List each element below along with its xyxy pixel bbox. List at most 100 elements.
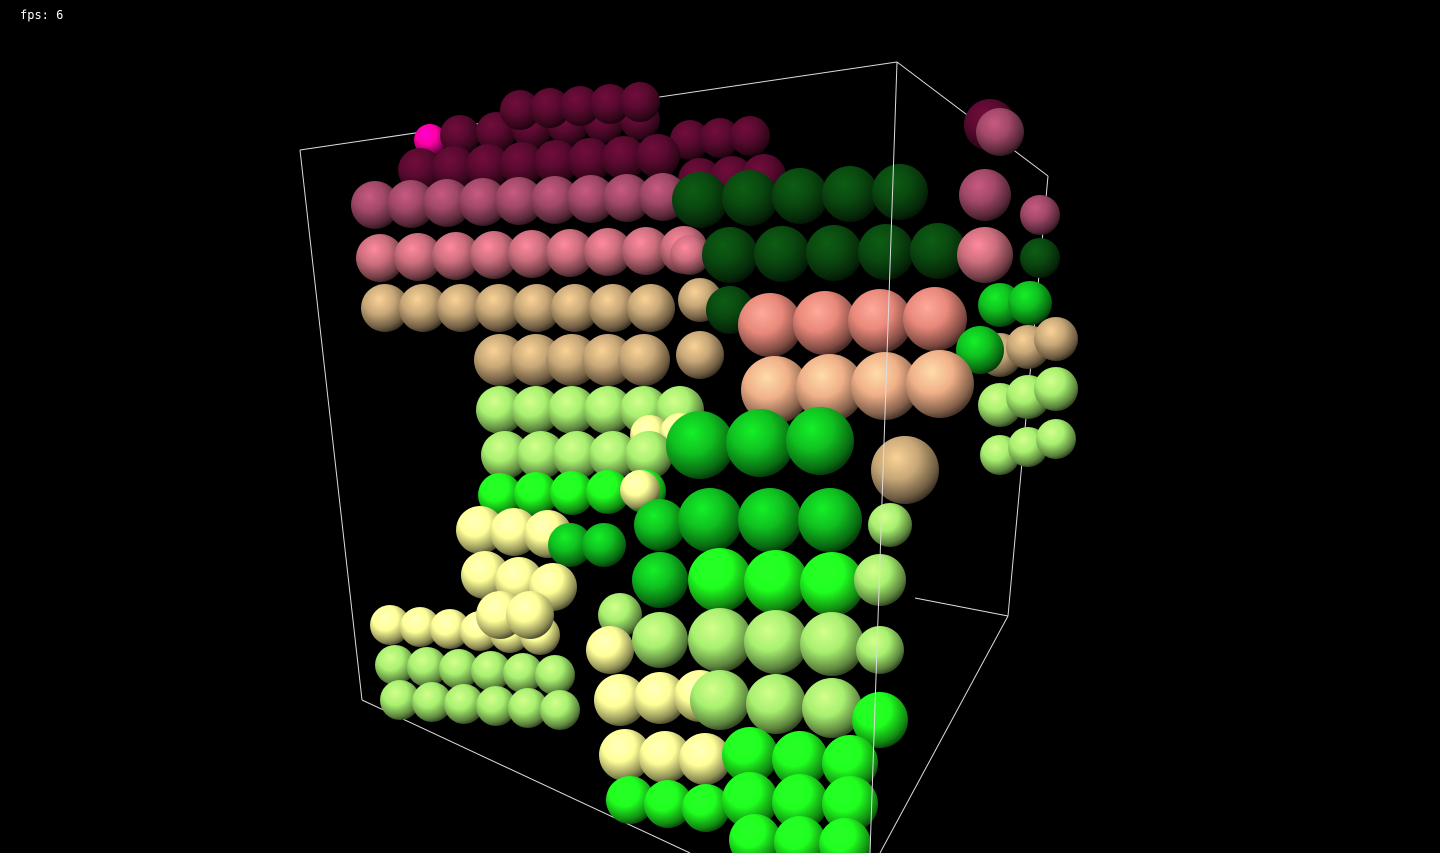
- sphere: [512, 386, 560, 434]
- sphere: [599, 729, 651, 781]
- sphere: [688, 548, 752, 612]
- sphere: [423, 179, 471, 227]
- sphere: [722, 170, 778, 226]
- sphere: [700, 118, 740, 158]
- sphere: [1008, 281, 1052, 325]
- sphere: [644, 780, 692, 828]
- sphere: [375, 645, 415, 685]
- sphere: [535, 655, 575, 695]
- sphere: [959, 169, 1011, 221]
- sphere: [666, 411, 734, 479]
- sphere: [822, 166, 878, 222]
- sphere: [474, 334, 526, 386]
- sphere: [534, 140, 578, 184]
- sphere: [584, 228, 632, 276]
- sphere: [871, 436, 939, 504]
- sphere: [439, 649, 479, 689]
- sphere: [584, 386, 632, 434]
- sphere: [602, 136, 646, 180]
- sphere: [466, 144, 510, 188]
- sphere: [475, 284, 523, 332]
- sphere: [495, 177, 543, 225]
- sphere: [414, 124, 446, 156]
- box-edge: [869, 61, 898, 853]
- bounding-box-front-edges: [869, 61, 1009, 853]
- sphere: [729, 814, 781, 853]
- sphere: [356, 234, 404, 282]
- sphere: [589, 284, 637, 332]
- sphere: [856, 626, 904, 674]
- sphere: [851, 352, 919, 420]
- sphere: [603, 174, 651, 222]
- sphere: [432, 232, 480, 280]
- sphere: [589, 431, 637, 479]
- sphere: [459, 178, 507, 226]
- sphere: [852, 692, 908, 748]
- sphere: [437, 284, 485, 332]
- sphere: [822, 776, 878, 832]
- sphere: [500, 90, 540, 130]
- sphere: [481, 431, 529, 479]
- sphere: [1020, 238, 1060, 278]
- sphere: [590, 84, 630, 124]
- sphere: [400, 607, 440, 647]
- sphere: [730, 116, 770, 156]
- sphere: [476, 686, 516, 726]
- sphere: [858, 224, 914, 280]
- sphere: [394, 233, 442, 281]
- sphere: [738, 293, 802, 357]
- sphere: [793, 291, 857, 355]
- sphere: [722, 772, 778, 828]
- sphere: [854, 554, 906, 606]
- sphere: [407, 647, 447, 687]
- sphere: [503, 653, 543, 693]
- sphere: [351, 181, 399, 229]
- sphere: [848, 289, 912, 353]
- sphere: [786, 407, 854, 475]
- sphere: [639, 731, 691, 783]
- sphere: [444, 684, 484, 724]
- sphere: [744, 610, 808, 674]
- sphere: [679, 733, 731, 785]
- sphere: [1034, 367, 1078, 411]
- sphere: [634, 499, 686, 551]
- sphere: [744, 550, 808, 614]
- sphere: [506, 591, 554, 639]
- box-edge: [361, 699, 691, 853]
- sphere: [957, 227, 1013, 283]
- sphere: [586, 470, 630, 514]
- sphere: [678, 488, 742, 552]
- sphere: [722, 727, 778, 783]
- sphere: [688, 608, 752, 672]
- sphere: [361, 284, 409, 332]
- sphere: [380, 680, 420, 720]
- sphere: [676, 331, 724, 379]
- sphere: [670, 120, 710, 160]
- sphere: [956, 326, 1004, 374]
- sphere: [476, 386, 524, 434]
- sphere: [754, 226, 810, 282]
- sphere: [800, 552, 864, 616]
- sphere: [553, 431, 601, 479]
- sphere: [682, 784, 730, 832]
- sphere: [517, 431, 565, 479]
- sphere: [868, 503, 912, 547]
- sphere: [774, 816, 826, 853]
- sphere: [432, 146, 476, 190]
- sphere: [598, 593, 642, 637]
- sphere: [548, 386, 596, 434]
- sphere: [412, 682, 452, 722]
- sphere: [910, 223, 966, 279]
- fps-counter: fps: 6: [20, 8, 63, 22]
- fps-label: fps:: [20, 8, 49, 22]
- sphere: [976, 108, 1024, 156]
- sphere: [508, 230, 556, 278]
- sphere: [618, 334, 670, 386]
- sphere: [548, 523, 592, 567]
- sphere: [738, 488, 802, 552]
- sphere: [726, 409, 794, 477]
- sphere: [546, 334, 598, 386]
- sphere: [440, 115, 480, 155]
- sphere: [806, 225, 862, 281]
